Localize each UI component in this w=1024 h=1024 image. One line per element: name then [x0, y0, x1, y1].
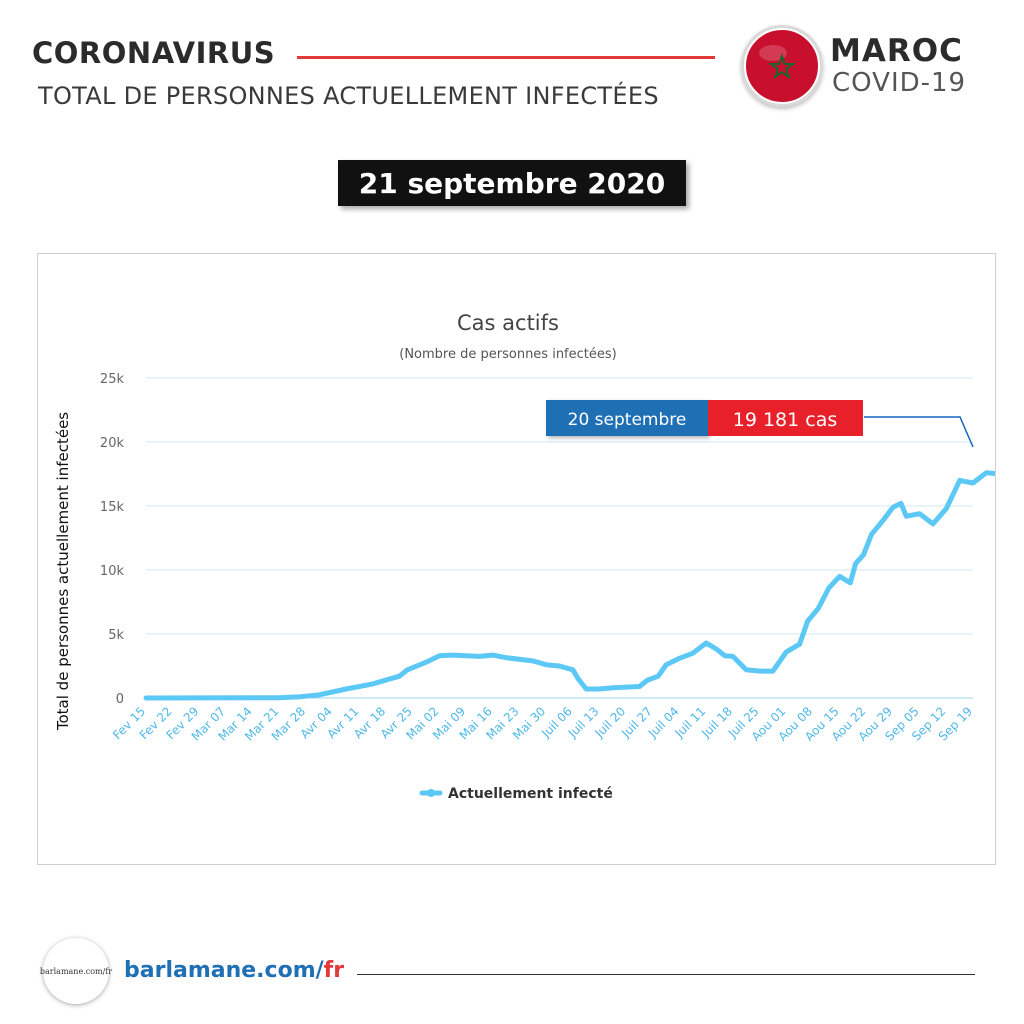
callout-leader-line: [864, 416, 974, 448]
barlamane-logo[interactable]: barlamane.com/fr: [39, 938, 113, 1004]
logo-text: barlamane.com/fr: [39, 966, 113, 976]
header-title: CORONAVIRUS: [32, 36, 276, 70]
header-divider: [297, 56, 715, 59]
covid-tag: COVID-19: [832, 68, 967, 98]
y-tick-label: 20k: [100, 436, 125, 451]
date-banner: 21 septembre 2020: [338, 160, 686, 206]
callout-value-box: [708, 400, 863, 436]
footer-site-suffix: fr: [323, 958, 345, 983]
chart-frame: Cas actifs (Nombre de personnes infectée…: [37, 253, 1022, 865]
footer-site-link[interactable]: barlamane.com/fr: [124, 958, 344, 983]
y-tick-label: 25k: [100, 372, 125, 387]
footer-divider: [357, 974, 975, 975]
legend-label: Actuellement infecté: [448, 786, 613, 802]
y-axis-label: Total de personnes actuellement infectée…: [54, 412, 72, 731]
morocco-flag-icon: [741, 25, 823, 107]
footer-site-main: barlamane.com/: [124, 958, 324, 983]
active-cases-chart: Cas actifs (Nombre de personnes infectée…: [54, 311, 1022, 802]
chart-legend[interactable]: Actuellement infecté: [419, 786, 613, 802]
series-line-actuellement-infecte: [143, 450, 1016, 701]
country-title: MAROC: [830, 33, 963, 69]
y-tick-label: 10k: [100, 564, 125, 579]
chart-subtitle: (Nombre de personnes infectées): [399, 347, 616, 362]
y-tick-label: 5k: [108, 628, 124, 643]
y-tick-label: 15k: [100, 500, 125, 515]
callout-date-box: [546, 400, 708, 436]
callout-value: 19 181 cas: [733, 409, 838, 431]
callout-date: 20 septembre: [568, 410, 687, 430]
chart-title: Cas actifs: [457, 311, 559, 335]
y-tick-label: 0: [116, 692, 124, 707]
legend-swatch-marker: [427, 789, 435, 797]
header-subtitle: TOTAL DE PERSONNES ACTUELLEMENT INFECTÉE…: [38, 82, 659, 110]
